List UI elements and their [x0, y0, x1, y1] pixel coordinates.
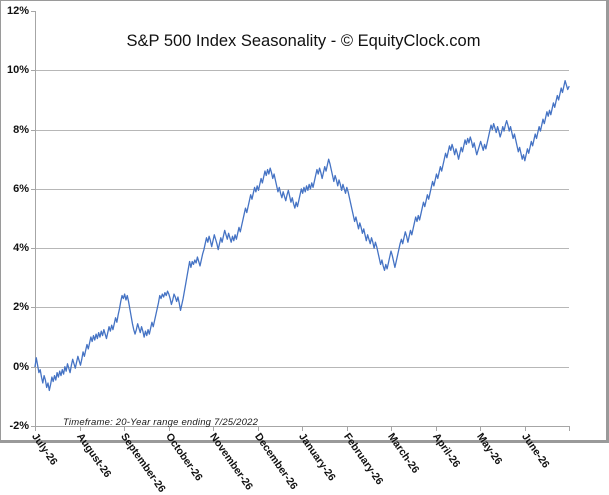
- y-tick-label: 10%: [6, 64, 29, 77]
- x-tick: [346, 426, 348, 431]
- gridline-10%: [35, 70, 569, 72]
- x-tick: [124, 426, 125, 431]
- y-tick-6%: [31, 188, 35, 190]
- y-tick-label: 12%: [6, 5, 29, 17]
- gridline-4%: [35, 248, 569, 250]
- chart-footnote: Timeframe: 20-Year range ending 7/25/202…: [63, 417, 259, 428]
- x-tick-label: June-26: [518, 431, 552, 471]
- x-tick: [168, 426, 170, 431]
- x-tick: [391, 426, 392, 431]
- y-axis-line: [35, 11, 36, 426]
- x-tick-label: July-26: [29, 431, 60, 468]
- gridline-8%: [35, 129, 569, 131]
- gridline-2%: [35, 307, 569, 309]
- y-tick-label: 0%: [13, 360, 29, 373]
- y-tick-label: 6%: [13, 182, 29, 195]
- x-tick: [79, 426, 81, 431]
- y-tick-label: 2%: [13, 301, 29, 314]
- x-tick: [435, 426, 437, 431]
- y-tick-12%: [31, 11, 35, 12]
- x-tick-label: January-26: [296, 431, 338, 484]
- x-tick: [213, 426, 214, 431]
- x-tick: [257, 426, 259, 431]
- y-tick-2%: [31, 307, 35, 309]
- y-tick-label: -2%: [9, 420, 29, 432]
- x-tick-label: October-26: [162, 431, 205, 484]
- x-tick-label: March-26: [385, 431, 422, 476]
- x-tick-label: September-26: [118, 431, 168, 495]
- x-tick: [35, 426, 36, 431]
- x-tick-label: November-26: [207, 431, 256, 493]
- y-tick-label: 8%: [13, 123, 29, 136]
- series-line-sp500: [34, 80, 570, 392]
- y-tick--2%: [31, 426, 35, 427]
- x-tick-label: February-26: [340, 431, 385, 488]
- x-tick-label: August-26: [73, 431, 113, 480]
- x-tick: [569, 426, 570, 431]
- y-axis-tick-labels: 12% 10% 8% 6% 4% 2% 0% -2%: [1, 1, 33, 444]
- x-tick: [524, 426, 526, 431]
- x-tick-label: April-26: [429, 431, 462, 470]
- x-tick: [302, 426, 303, 431]
- y-tick-0%: [31, 366, 35, 368]
- y-tick-8%: [31, 129, 35, 131]
- y-tick-label: 4%: [13, 242, 29, 255]
- chart-title: S&P 500 Index Seasonality - © EquityCloc…: [126, 32, 481, 50]
- y-tick-10%: [31, 70, 35, 72]
- x-tick-label: December-26: [251, 431, 300, 492]
- y-tick-4%: [31, 248, 35, 250]
- gridline-0%: [35, 366, 569, 368]
- x-tick: [480, 426, 481, 431]
- x-tick-label: May-26: [474, 431, 505, 468]
